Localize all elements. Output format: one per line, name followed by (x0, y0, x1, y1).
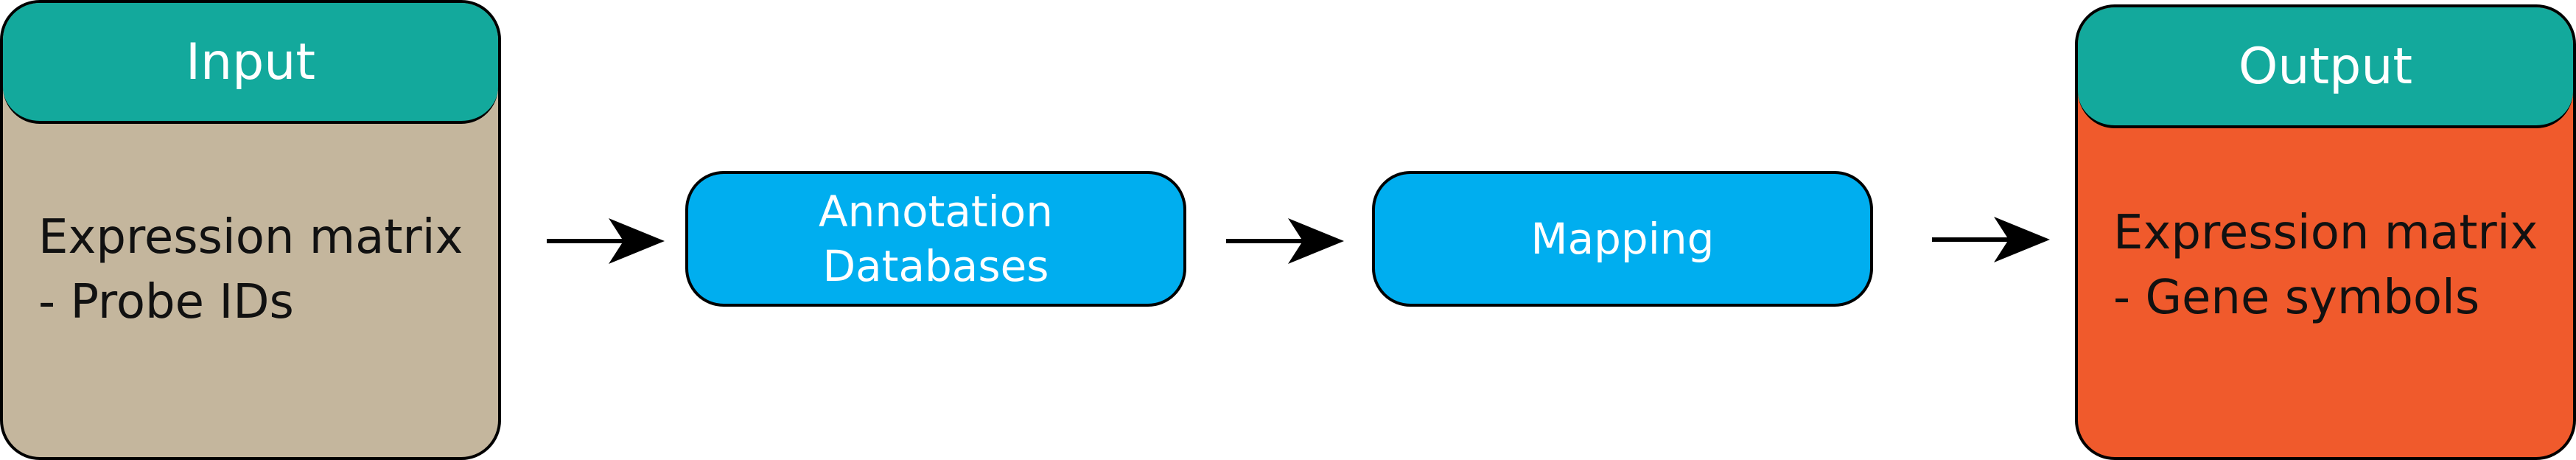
mapping-label: Mapping (1530, 214, 1715, 264)
annotation-databases-line-2: Databases (822, 241, 1049, 291)
annotation-databases-line-1: Annotation (818, 187, 1054, 237)
input-line-2: - Probe IDs (38, 275, 294, 330)
output-panel: Output Expression matrix - Gene symbols (2075, 4, 2576, 460)
input-header: Input (3, 3, 498, 124)
output-header: Output (2078, 7, 2573, 128)
input-line-1: Expression matrix (38, 210, 463, 265)
output-body: Expression matrix - Gene symbols (2113, 201, 2558, 330)
output-line-2: - Gene symbols (2113, 271, 2480, 325)
input-body: Expression matrix - Probe IDs (38, 205, 483, 335)
input-panel: Input Expression matrix - Probe IDs (0, 0, 501, 460)
arrow-right-icon (1226, 218, 1344, 264)
annotation-databases-step: Annotation Databases (685, 171, 1186, 307)
output-line-1: Expression matrix (2113, 206, 2538, 260)
arrow-right-icon (1932, 217, 2050, 262)
mapping-step: Mapping (1372, 171, 1873, 307)
arrow-right-icon (547, 218, 665, 264)
